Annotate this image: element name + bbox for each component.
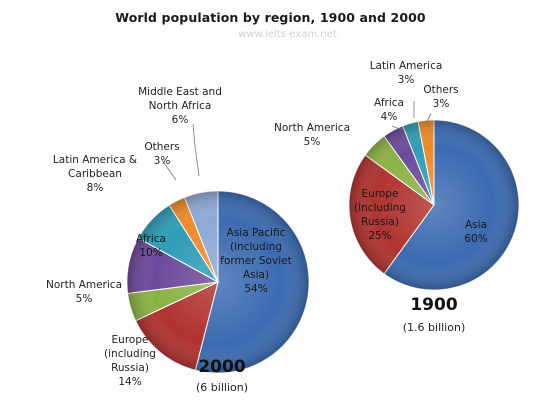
year-label-1900: 1900 xyxy=(410,295,457,315)
label-1900-africa: Africa 4% xyxy=(374,97,404,123)
label-1900-north-america: North America 5% xyxy=(274,122,350,148)
pie-shading-1900 xyxy=(349,120,519,290)
watermark: www.ielts-exam.net xyxy=(238,29,337,40)
label-2000-africa: Africa 10% xyxy=(136,233,166,259)
chart-title: World population by region, 1900 and 200… xyxy=(115,10,426,25)
label-2000-north-america: North America 5% xyxy=(46,279,122,305)
label-1900-latin-america: Latin America 3% xyxy=(370,60,443,86)
pie-shading-2000 xyxy=(127,191,309,373)
label-2000-asia-pacific-including-former-soviet-asia: Asia Pacific (including former Soviet Asia)… xyxy=(220,227,291,295)
label-1900-others: Others 3% xyxy=(423,84,458,110)
pie-2000: Asia Pacific (including former Soviet Asia)… xyxy=(46,86,310,394)
label-2000-middle-east-and-north-africa: Middle East and North Africa 6% xyxy=(138,86,222,126)
leader-line-1900-others xyxy=(426,112,432,123)
label-2000-others: Others 3% xyxy=(144,141,179,167)
leader-line-2000-middle-east-and-north-africa xyxy=(192,123,200,177)
population-label-1900: (1.6 billion) xyxy=(403,321,465,334)
year-label-2000: 2000 xyxy=(198,357,245,377)
leader-line-1900-africa xyxy=(391,125,406,131)
label-2000-latin-america-caribbean: Latin America & Caribbean 8% xyxy=(53,154,137,194)
pie-1900: Asia 60% Europe (including Russia) 25% North A… xyxy=(274,60,520,334)
label-1900-europe-including-russia: Europe (including Russia) 25% xyxy=(354,188,406,242)
population-label-2000: (6 billion) xyxy=(196,381,248,394)
label-2000-europe-including-russia: Europe (including Russia) 14% xyxy=(104,334,156,388)
leader-line-2000-others xyxy=(161,159,177,181)
label-1900-asia: Asia 60% xyxy=(464,219,487,245)
